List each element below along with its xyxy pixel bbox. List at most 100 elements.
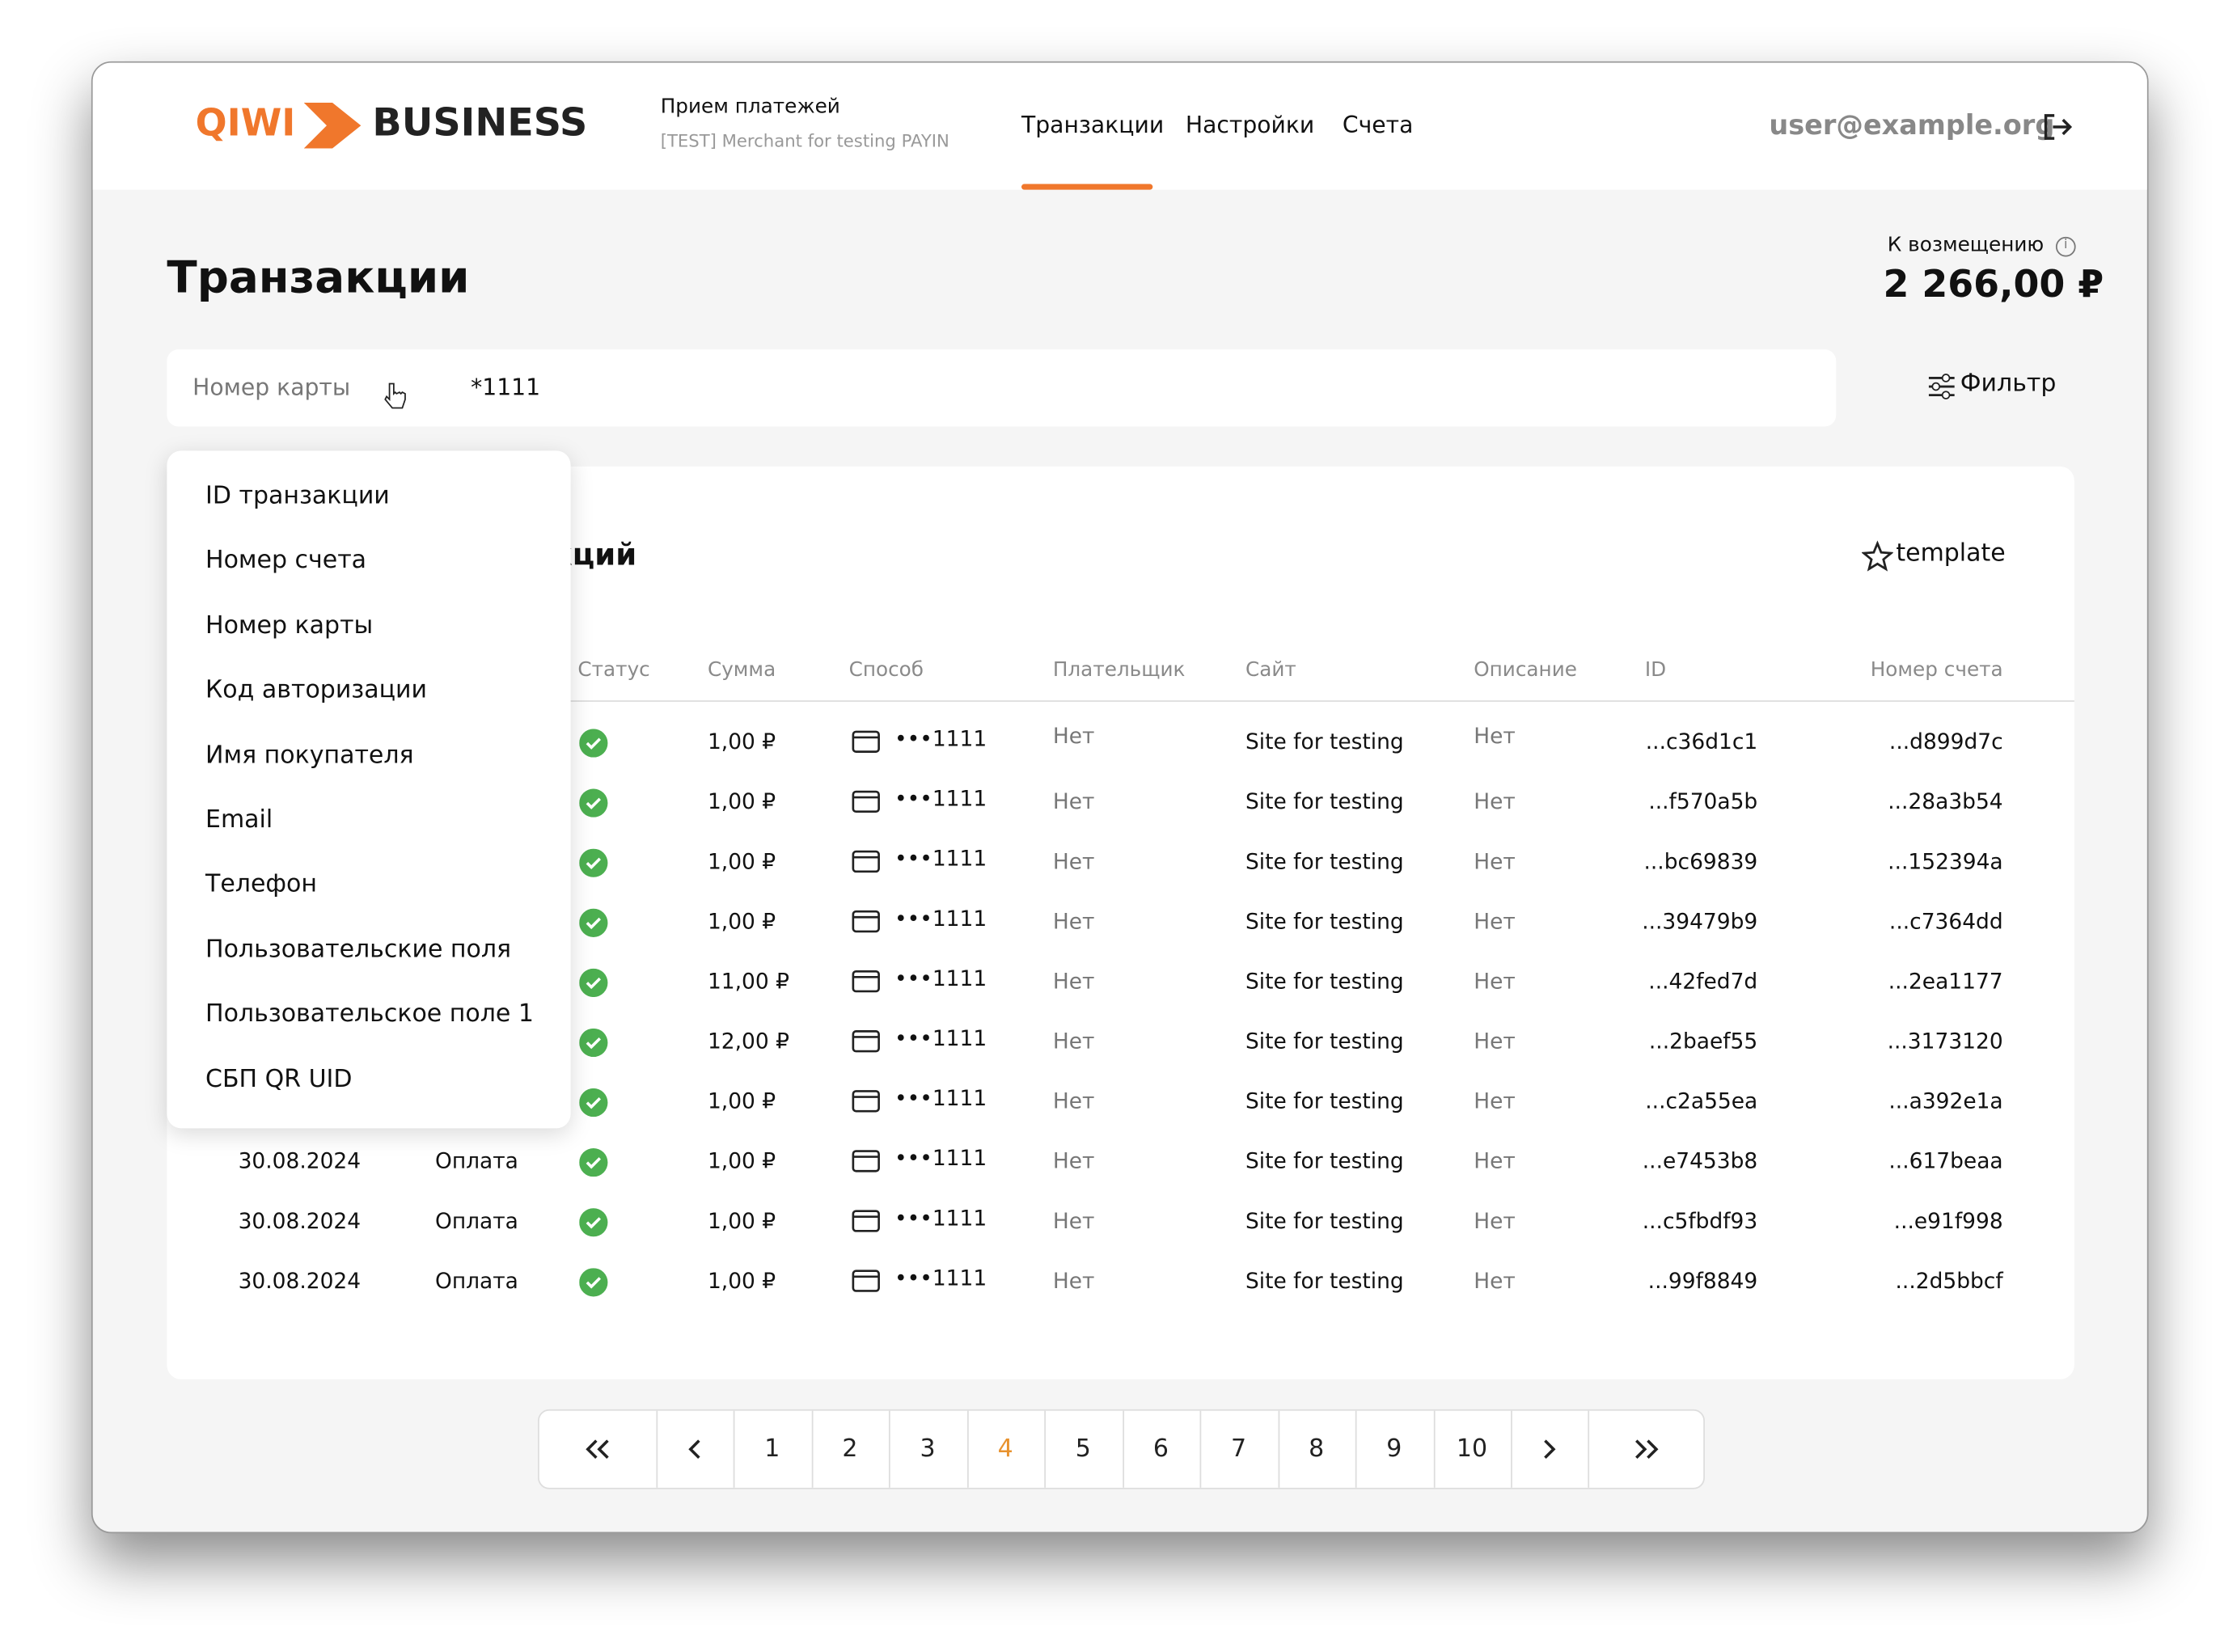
amount: 1,00 ₽ — [707, 729, 776, 755]
site[interactable]: Site for testing — [1245, 788, 1404, 815]
status-icon — [579, 1268, 608, 1302]
dropdown-option[interactable]: Email — [205, 805, 273, 834]
header-divider — [167, 700, 2074, 702]
template-button[interactable]: template — [1896, 539, 2006, 568]
card: •••1111 — [894, 906, 987, 932]
info-icon[interactable]: i — [2055, 236, 2076, 257]
card-icon — [852, 790, 880, 818]
column-header[interactable]: Описание — [1474, 658, 1577, 682]
merchant: [TEST] Merchant for testing PAYIN — [660, 131, 949, 151]
account: ...d899d7c — [1888, 729, 2003, 755]
column-header[interactable]: Сумма — [707, 658, 776, 682]
dropdown-option[interactable]: Имя покупателя — [205, 741, 414, 770]
header: QIWI BUSINESS Прием платежей [TEST] Merc… — [92, 62, 2147, 190]
user[interactable]: user@example.org — [1769, 109, 2055, 142]
page-number[interactable]: 2 — [811, 1410, 890, 1488]
section: Прием платежей — [660, 95, 840, 119]
dropdown-option[interactable]: Пользовательское поле 1 — [205, 999, 534, 1029]
amount: 12,00 ₽ — [707, 1028, 789, 1054]
id: ...c2a55ea — [1645, 1088, 1758, 1114]
description: Нет — [1474, 1208, 1516, 1234]
dropdown-option[interactable]: ID транзакции — [205, 482, 390, 511]
dropdown-option[interactable]: Номер карты — [205, 611, 374, 640]
site[interactable]: Site for testing — [1245, 729, 1404, 755]
page-title: Транзакции — [167, 252, 470, 304]
dropdown-option[interactable]: Пользовательские поля — [205, 935, 512, 965]
page-number[interactable]: 8 — [1278, 1410, 1357, 1488]
payer: Нет — [1052, 968, 1095, 995]
amount: 1,00 ₽ — [707, 908, 776, 935]
dropdown-option[interactable]: Телефон — [205, 870, 317, 900]
page-number[interactable]: 3 — [889, 1410, 968, 1488]
nav-link[interactable]: Транзакции — [1021, 111, 1165, 139]
dropdown-option[interactable]: Номер счета — [205, 547, 367, 576]
column-header[interactable]: ID — [1644, 658, 1667, 682]
payer: Нет — [1052, 1148, 1095, 1174]
site[interactable]: Site for testing — [1245, 1208, 1404, 1234]
filter-button[interactable]: Фильтр — [1960, 369, 2057, 399]
last-page[interactable] — [1588, 1411, 1703, 1488]
status-icon — [579, 1208, 608, 1242]
page-number[interactable]: 5 — [1044, 1410, 1124, 1488]
window: QIWI BUSINESS Прием платежей [TEST] Merc… — [91, 61, 2149, 1534]
prev-page[interactable] — [656, 1410, 735, 1488]
first-page[interactable] — [539, 1410, 658, 1488]
search-value[interactable]: *1111 — [471, 374, 541, 401]
next-page[interactable] — [1511, 1410, 1590, 1488]
date: 30.08.2024 — [238, 1268, 362, 1294]
card-icon — [852, 1270, 880, 1298]
amount: 1,00 ₽ — [707, 788, 776, 815]
dropdown-option[interactable]: СБП QR UID — [205, 1064, 353, 1094]
site[interactable]: Site for testing — [1245, 848, 1404, 875]
page-number[interactable]: 4 — [966, 1410, 1047, 1488]
column-header[interactable]: Сайт — [1245, 658, 1296, 682]
nav-link[interactable]: Счета — [1342, 111, 1414, 139]
dropdown-option[interactable]: Код авторизации — [205, 676, 428, 705]
card-icon — [852, 970, 880, 999]
status-icon — [579, 1148, 608, 1182]
site[interactable]: Site for testing — [1245, 1148, 1404, 1174]
table-card: кций template Статус Сумма Способ Плательщи… — [167, 466, 2074, 1379]
card: •••1111 — [894, 1145, 987, 1172]
site[interactable]: Site for testing — [1245, 908, 1404, 935]
page-number[interactable]: 7 — [1200, 1410, 1279, 1488]
site[interactable]: Site for testing — [1245, 968, 1404, 995]
card-icon — [852, 850, 880, 878]
description: Нет — [1474, 968, 1516, 995]
payer: Нет — [1052, 1028, 1095, 1054]
star-icon[interactable] — [1862, 540, 1893, 572]
logout-icon[interactable] — [2041, 112, 2073, 143]
column-header[interactable]: Плательщик — [1052, 658, 1186, 682]
nav-link[interactable]: Настройки — [1185, 111, 1315, 139]
site[interactable]: Site for testing — [1245, 1088, 1404, 1114]
logo-text: BUSINESS — [372, 101, 588, 146]
status-icon — [579, 848, 608, 883]
card: •••1111 — [894, 785, 987, 812]
column-header[interactable]: Статус — [577, 658, 650, 682]
description: Нет — [1474, 1268, 1516, 1294]
column-header[interactable]: Способ — [848, 658, 924, 682]
page-number[interactable]: 1 — [734, 1410, 813, 1488]
payer: Нет — [1052, 1268, 1095, 1294]
logo-mark — [303, 103, 362, 149]
page-number[interactable]: 6 — [1122, 1410, 1202, 1488]
logo: QIWI — [195, 103, 296, 146]
page-number[interactable]: 10 — [1433, 1410, 1512, 1488]
site[interactable]: Site for testing — [1245, 1268, 1404, 1294]
balance: 2 266,00 ₽ — [1883, 264, 2104, 307]
card-icon — [852, 1030, 880, 1058]
site[interactable]: Site for testing — [1245, 1028, 1404, 1054]
account: ...152394a — [1888, 848, 2003, 875]
filter-icon[interactable] — [1926, 371, 1957, 403]
date: 30.08.2024 — [238, 1208, 362, 1234]
id: ...c5fbdf93 — [1642, 1208, 1758, 1234]
amount: 1,00 ₽ — [707, 1088, 776, 1114]
account: ...617beaa — [1888, 1148, 2003, 1174]
search-bar[interactable]: Номер карты *1111 — [167, 349, 1837, 427]
search-field[interactable]: Номер карты — [192, 374, 351, 401]
column-header[interactable]: Номер счета — [1870, 658, 2003, 682]
status-icon — [579, 1028, 608, 1063]
status-icon — [579, 908, 608, 943]
page-number[interactable]: 9 — [1355, 1410, 1435, 1488]
